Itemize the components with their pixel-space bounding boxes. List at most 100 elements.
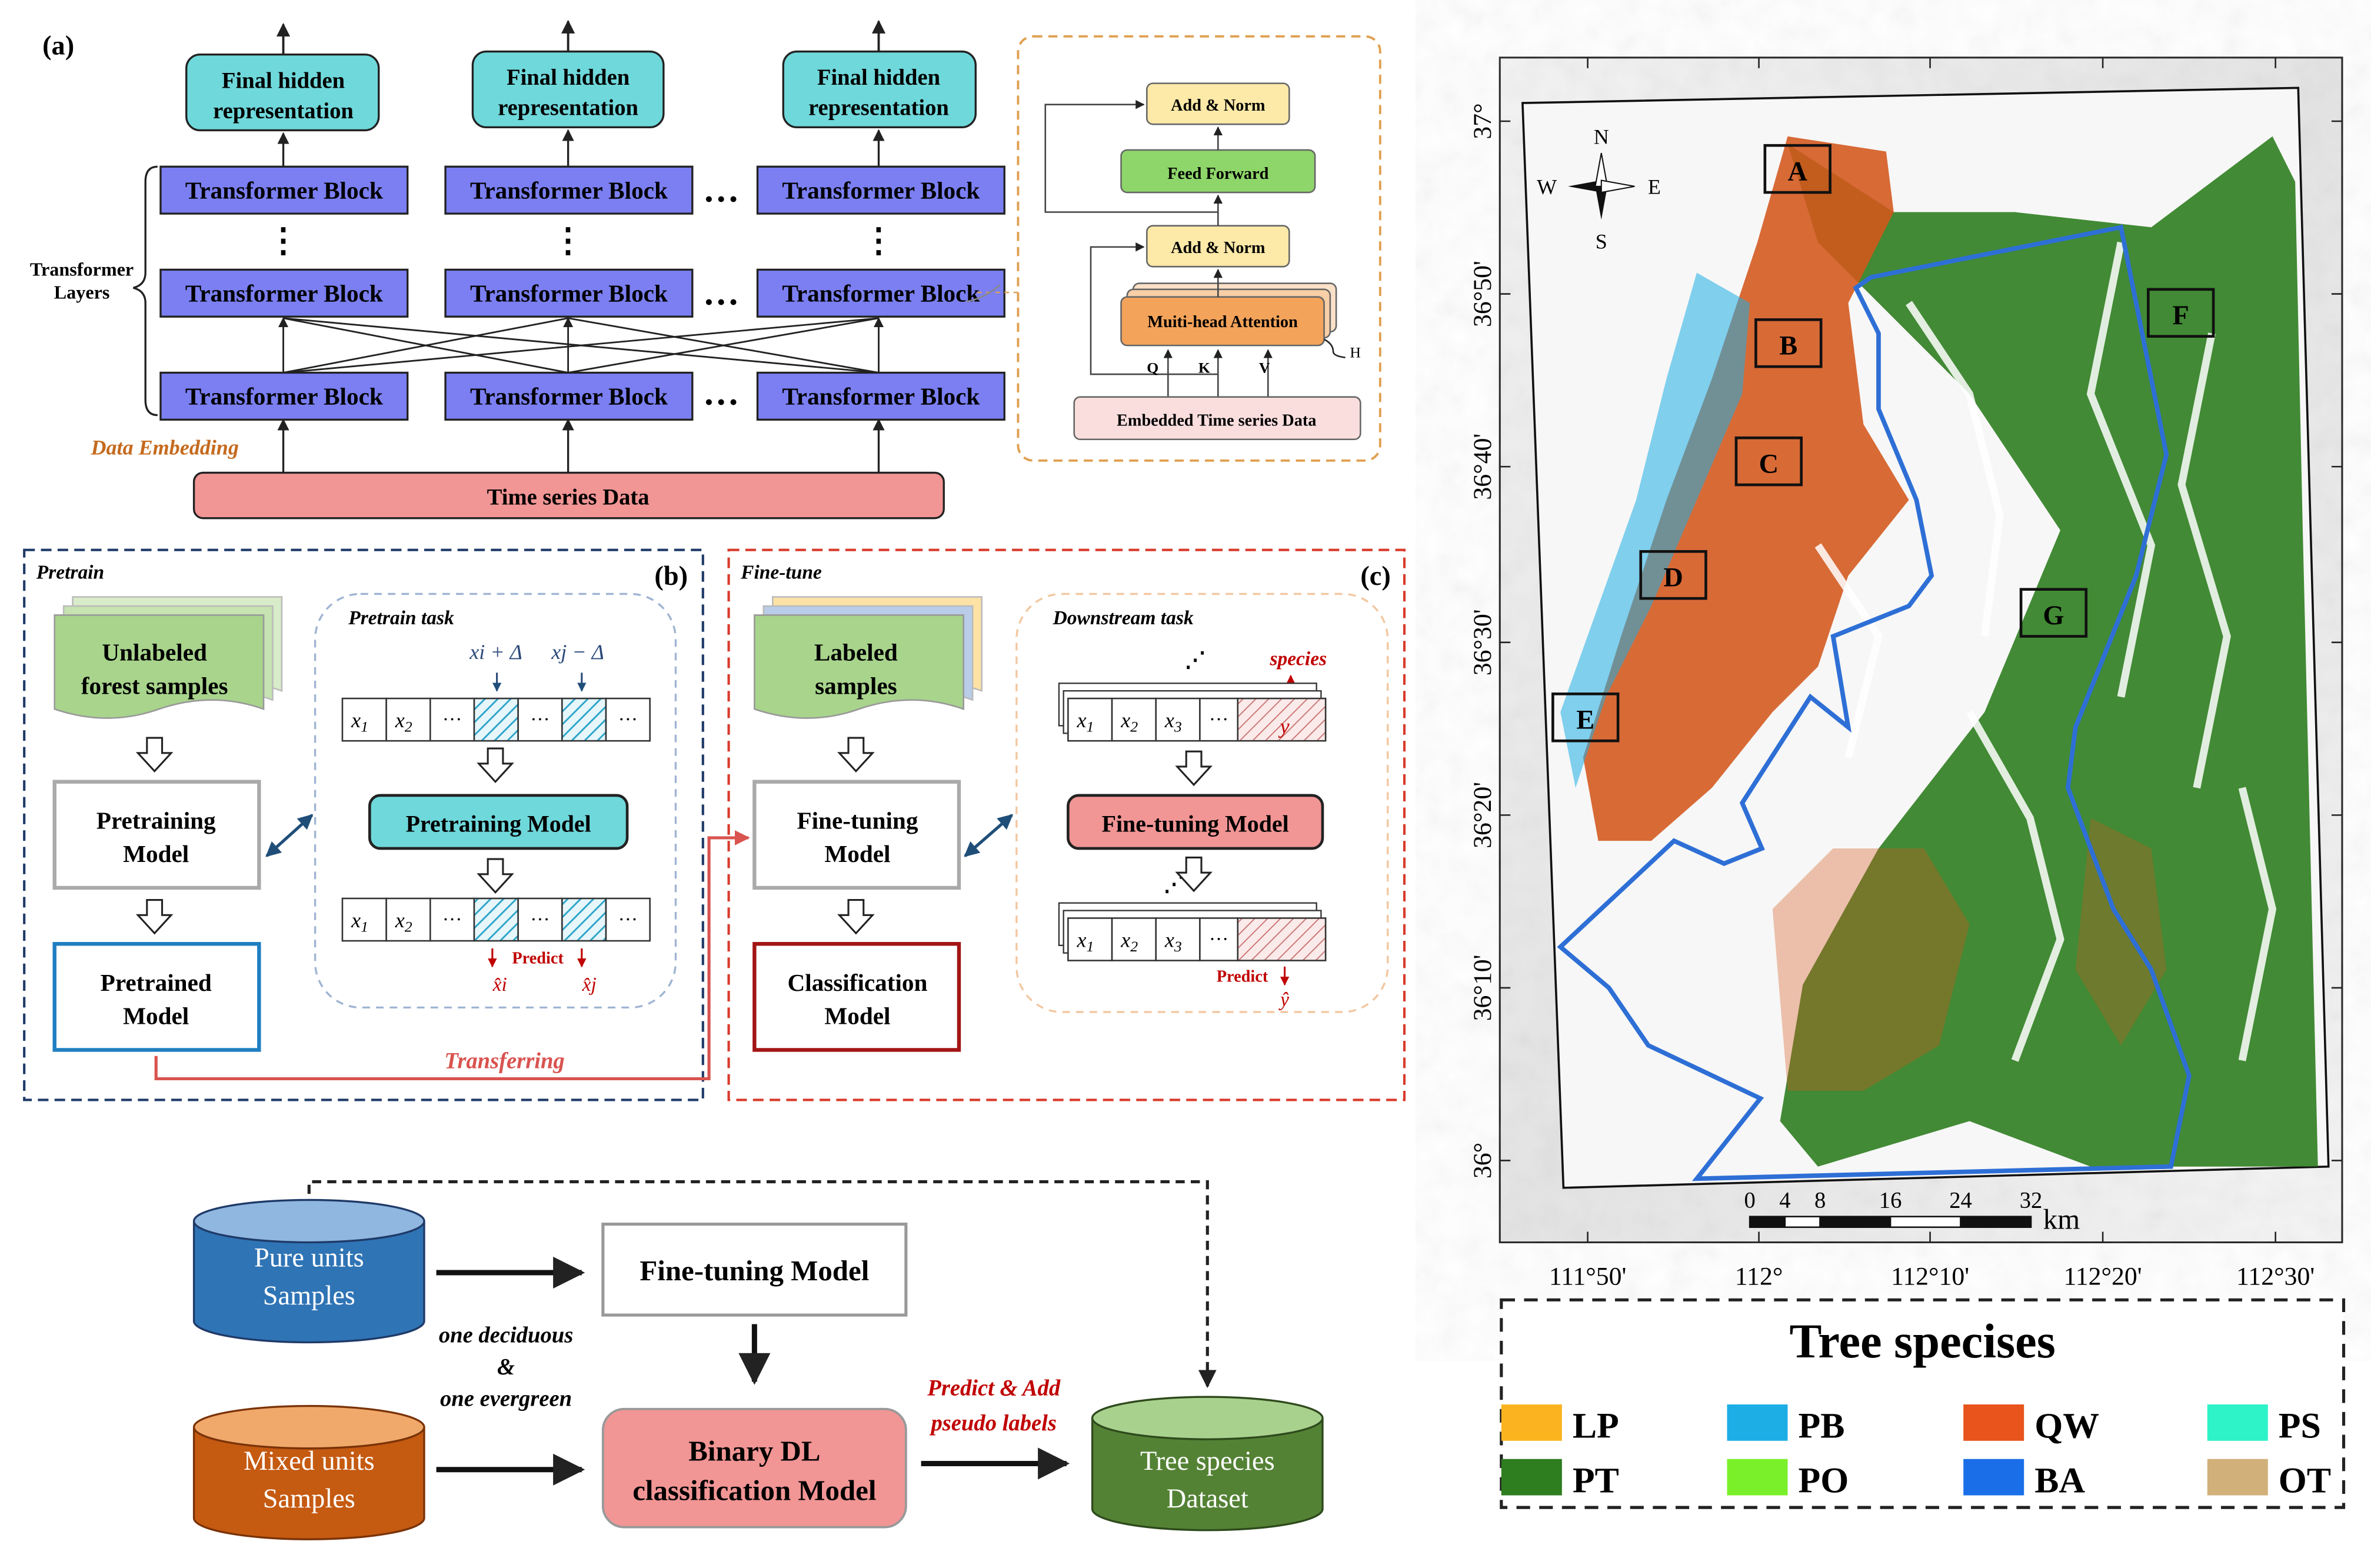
- detail-attention: Muiti-head Attention H: [1120, 282, 1361, 361]
- forest-pb: [1560, 272, 1750, 788]
- finetune-title: Fine-tune: [740, 562, 822, 584]
- svg-text:Fine-tuning Model: Fine-tuning Model: [640, 1254, 869, 1287]
- longitude-labels: 111°50' 112° 112°10' 112°20' 112°30': [1549, 57, 2315, 1291]
- lon-label: 112°20': [2064, 1263, 2142, 1291]
- transformer-block: Transformer Block: [756, 165, 1005, 215]
- species-label: species: [1269, 648, 1327, 670]
- detail-q: Q: [1147, 359, 1158, 376]
- sequence-cell: ···: [1199, 697, 1239, 742]
- legend-item: QW: [1963, 1404, 2099, 1446]
- detail-feed-forward: Feed Forward: [1120, 149, 1316, 194]
- labeled-samples: Labeled samples: [754, 596, 983, 719]
- svg-text:···: ···: [530, 708, 550, 730]
- svg-text:H: H: [1350, 344, 1361, 361]
- xj-delta: xj − Δ: [551, 640, 604, 664]
- detail-inset: [1017, 35, 1381, 462]
- legend-item: PB: [1727, 1404, 1844, 1446]
- svg-text:Muiti-head Attention: Muiti-head Attention: [1147, 313, 1298, 331]
- svg-text:Transformer Block: Transformer Block: [470, 383, 668, 410]
- ellipsis-row2: …: [703, 273, 740, 313]
- svg-text:···: ···: [1209, 928, 1228, 950]
- site-box: G: [2019, 588, 2088, 638]
- lat-label: 36°30': [1468, 609, 1497, 675]
- sequence-cell: [1237, 697, 1327, 742]
- sequence-cell: [473, 697, 519, 742]
- svg-text:Binary DL: Binary DL: [688, 1434, 820, 1467]
- legend-item: PO: [1727, 1459, 1849, 1500]
- finetuning-model-box: Fine-tuning Model: [752, 780, 961, 890]
- forest-pt: [1780, 136, 2318, 1167]
- note-and: &: [497, 1355, 515, 1380]
- panel-b-label: (b): [654, 561, 688, 591]
- xi-hat: x̂i: [492, 974, 507, 996]
- mixed-units-cylinder: Mixed units Samples: [192, 1404, 425, 1540]
- pretrain-task-title: Pretrain task: [348, 607, 454, 629]
- svg-text:···: ···: [530, 908, 550, 930]
- dataset-cylinder: Tree species Dataset: [1091, 1396, 1324, 1532]
- legend-title: Tree specises: [1790, 1314, 2056, 1368]
- sequence-cell: x2: [1111, 917, 1157, 961]
- sequence-cell: ···: [517, 897, 563, 942]
- svg-text:forest samples: forest samples: [81, 672, 228, 699]
- transformer-block: Transformer Block: [756, 371, 1005, 421]
- svg-text:Dataset: Dataset: [1167, 1484, 1248, 1514]
- svg-text:Tree species: Tree species: [1140, 1446, 1275, 1476]
- scale-unit: km: [2043, 1203, 2080, 1235]
- site-box: F: [2147, 288, 2215, 338]
- scale-tick: 4: [1779, 1188, 1790, 1213]
- binary-dl-model: Binary DL classification Model: [601, 1407, 907, 1529]
- layers-label-2: Layers: [54, 281, 110, 302]
- svg-text:representation: representation: [498, 96, 638, 121]
- hidden-repr-1: Final hidden representation: [185, 54, 380, 132]
- lat-label: 37°: [1468, 103, 1497, 139]
- panel-a-label: (a): [42, 31, 74, 61]
- pretraining-model-pill: Pretraining Model: [368, 794, 629, 850]
- detail-add-norm-bottom: Add & Norm: [1145, 225, 1290, 268]
- svg-text:G: G: [2043, 601, 2064, 631]
- xj-hat: x̂j: [582, 974, 597, 996]
- y-label: y: [1278, 714, 1290, 738]
- vdots-1: ⋮: [267, 222, 300, 259]
- sequence-cell: ···: [605, 697, 651, 742]
- sequence-cell: x1: [1067, 697, 1113, 742]
- pretrain-panel: [23, 548, 704, 1101]
- transformer-block: Transformer Block: [159, 371, 409, 421]
- svg-text:Model: Model: [123, 1003, 189, 1030]
- lat-label: 36°20': [1468, 782, 1497, 848]
- sequence-cell: [1237, 917, 1327, 961]
- svg-text:representation: representation: [808, 96, 949, 121]
- hidden-repr-3: Final hidden representation: [782, 50, 977, 128]
- downstream-sequence-input: x1 x2 x3 ··· y: [1058, 683, 1327, 742]
- svg-text:Labeled: Labeled: [814, 639, 898, 666]
- dashed-flow: [307, 1180, 1217, 1389]
- svg-text:BA: BA: [2034, 1460, 2085, 1500]
- sequence-cell: x2: [385, 897, 431, 942]
- svg-text:E: E: [1648, 175, 1661, 199]
- site-box: C: [1734, 436, 1803, 487]
- svg-text:B: B: [1779, 331, 1797, 361]
- svg-text:Model: Model: [824, 840, 890, 867]
- detail-k: K: [1198, 359, 1210, 376]
- unlabeled-samples: Unlabeled forest samples: [54, 596, 283, 719]
- finetuning-model-pill: Fine-tuning Model: [1067, 794, 1324, 850]
- svg-text:Model: Model: [824, 1003, 890, 1030]
- svg-text:A: A: [1788, 157, 1808, 187]
- transfer-arrow: [154, 830, 750, 1080]
- svg-text:Pure units: Pure units: [254, 1243, 364, 1273]
- sequence-cell: ···: [517, 697, 563, 742]
- sequence-cell: ···: [605, 897, 651, 942]
- sequence-cell: [561, 897, 607, 942]
- svg-text:Transformer Block: Transformer Block: [185, 383, 383, 410]
- lon-label: 111°50': [1549, 1263, 1627, 1291]
- pseudo-labels: pseudo labels: [929, 1411, 1056, 1436]
- svg-text:Samples: Samples: [263, 1484, 355, 1514]
- svg-text:Add & Norm: Add & Norm: [1171, 239, 1266, 257]
- svg-text:Feed Forward: Feed Forward: [1167, 165, 1268, 183]
- sequence-cell: ···: [429, 897, 475, 942]
- pretrain-sequence-input: x1 x2 ··· ··· ···: [341, 697, 651, 742]
- svg-text:PT: PT: [1573, 1460, 1619, 1500]
- forest-qw: [1583, 136, 1909, 841]
- svg-text:S: S: [1596, 229, 1607, 253]
- sequence-cell: x2: [385, 697, 431, 742]
